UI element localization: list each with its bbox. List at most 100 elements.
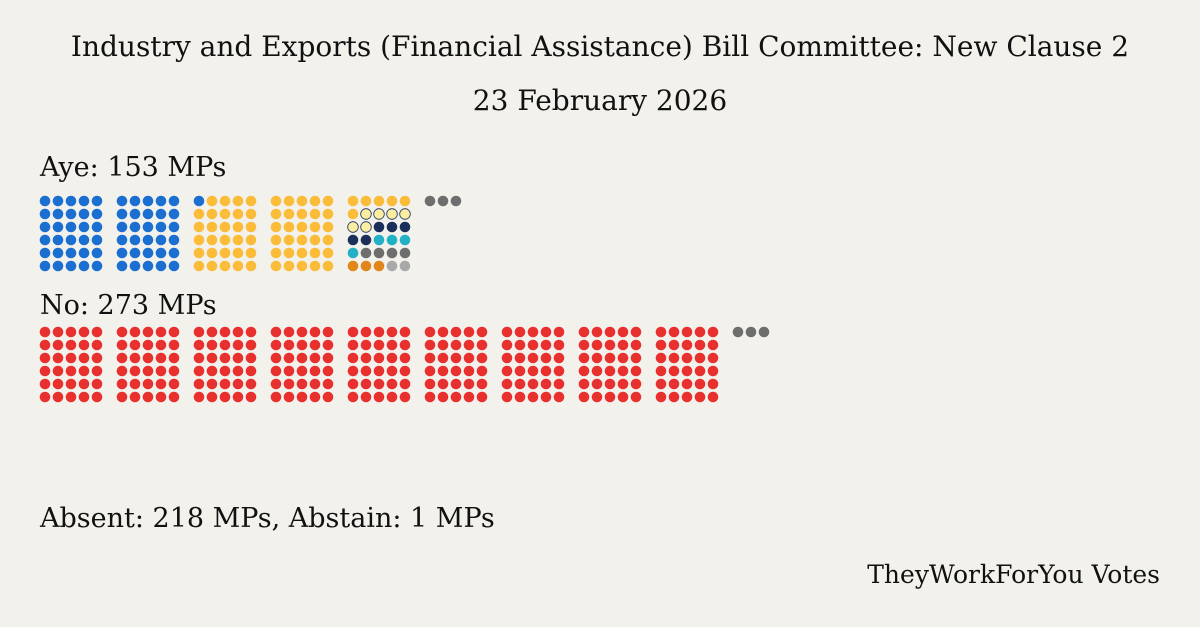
- no-mp-dot: [296, 326, 308, 338]
- no-mp-dot: [245, 378, 257, 390]
- aye-mp-dot: [116, 260, 128, 272]
- aye-mp-dot: [322, 195, 334, 207]
- no-mp-dot: [91, 365, 103, 377]
- no-mp-dot: [553, 339, 565, 351]
- no-mp-dot: [450, 378, 462, 390]
- no-mp-dot: [668, 378, 680, 390]
- no-mp-dot: [707, 339, 719, 351]
- no-mp-dot: [501, 352, 513, 364]
- no-mp-dot: [52, 326, 64, 338]
- aye-mp-dot: [437, 195, 449, 207]
- no-mp-dot: [655, 365, 667, 377]
- aye-mp-dot: [347, 260, 359, 272]
- no-mp-dot: [347, 391, 359, 403]
- aye-mp-dot: [270, 208, 282, 220]
- no-mp-dot: [193, 352, 205, 364]
- no-mp-dot: [373, 339, 385, 351]
- no-mp-dot: [206, 365, 218, 377]
- aye-mp-dot: [373, 234, 385, 246]
- aye-mp-dot: [309, 247, 321, 259]
- no-mp-dot: [386, 378, 398, 390]
- aye-mp-dot: [270, 195, 282, 207]
- no-mp-dot: [655, 326, 667, 338]
- no-mp-dot: [553, 365, 565, 377]
- no-mp-dot: [39, 326, 51, 338]
- no-mp-dot: [322, 352, 334, 364]
- no-mp-dot: [630, 391, 642, 403]
- no-mp-dot: [514, 352, 526, 364]
- no-mp-dot: [322, 378, 334, 390]
- no-mp-dot: [270, 365, 282, 377]
- aye-mp-dot: [52, 247, 64, 259]
- no-mp-dot: [283, 378, 295, 390]
- chart-title: Industry and Exports (Financial Assistan…: [70, 30, 1130, 63]
- aye-mp-dot: [283, 247, 295, 259]
- no-mp-dot: [193, 365, 205, 377]
- no-mp-dot: [373, 365, 385, 377]
- no-mp-dot: [540, 339, 552, 351]
- no-mp-dot: [360, 352, 372, 364]
- no-mp-dot: [604, 352, 616, 364]
- no-mp-dot: [65, 339, 77, 351]
- no-mp-dot: [681, 365, 693, 377]
- no-mp-dot: [129, 378, 141, 390]
- no-mp-dot: [373, 391, 385, 403]
- aye-mp-dot: [322, 208, 334, 220]
- no-mp-dot: [386, 339, 398, 351]
- aye-mp-dot: [399, 195, 411, 207]
- aye-mp-dot: [360, 260, 372, 272]
- no-mp-dot: [193, 391, 205, 403]
- no-mp-dot: [39, 391, 51, 403]
- no-mp-dot: [360, 378, 372, 390]
- no-mp-dot: [270, 339, 282, 351]
- aye-mp-dot: [65, 260, 77, 272]
- no-mp-dot: [668, 352, 680, 364]
- no-mp-dot: [219, 365, 231, 377]
- no-mp-dot: [463, 326, 475, 338]
- no-mp-dot: [655, 339, 667, 351]
- no-mp-dot: [373, 352, 385, 364]
- no-mp-dot: [91, 378, 103, 390]
- no-mp-dot: [91, 326, 103, 338]
- no-mp-dot: [630, 339, 642, 351]
- no-mp-dot: [65, 391, 77, 403]
- aye-mp-dot: [39, 234, 51, 246]
- no-mp-dot: [553, 391, 565, 403]
- no-mp-dot: [578, 365, 590, 377]
- aye-mp-dot: [373, 260, 385, 272]
- no-mp-dot: [52, 365, 64, 377]
- no-mp-dot: [450, 339, 462, 351]
- aye-mp-dot: [78, 234, 90, 246]
- no-mp-dot: [283, 339, 295, 351]
- aye-mp-dot: [193, 208, 205, 220]
- aye-mp-dot: [399, 208, 411, 220]
- no-mp-dot: [758, 326, 770, 338]
- no-mp-dot: [527, 378, 539, 390]
- aye-mp-dot: [245, 195, 257, 207]
- aye-mp-dot: [52, 260, 64, 272]
- no-mp-dot: [476, 391, 488, 403]
- no-mp-dot: [450, 326, 462, 338]
- aye-mp-dot: [360, 195, 372, 207]
- no-mp-dot: [219, 352, 231, 364]
- no-mp-dot: [270, 378, 282, 390]
- no-mp-dot: [399, 326, 411, 338]
- aye-mp-dot: [65, 208, 77, 220]
- no-mp-dot: [399, 391, 411, 403]
- no-mp-dot: [219, 326, 231, 338]
- aye-mp-dot: [206, 195, 218, 207]
- no-mp-dot: [604, 378, 616, 390]
- aye-mp-dot: [78, 260, 90, 272]
- aye-mp-dot: [91, 234, 103, 246]
- no-mp-dot: [168, 378, 180, 390]
- no-mp-dot: [219, 391, 231, 403]
- no-mp-dot: [155, 365, 167, 377]
- no-mp-dot: [617, 391, 629, 403]
- aye-mp-dot: [155, 221, 167, 233]
- aye-mp-dot: [232, 247, 244, 259]
- no-mp-dot: [232, 326, 244, 338]
- no-mp-dot: [604, 339, 616, 351]
- aye-mp-dot: [219, 208, 231, 220]
- no-mp-dot: [322, 339, 334, 351]
- aye-mp-dot: [39, 208, 51, 220]
